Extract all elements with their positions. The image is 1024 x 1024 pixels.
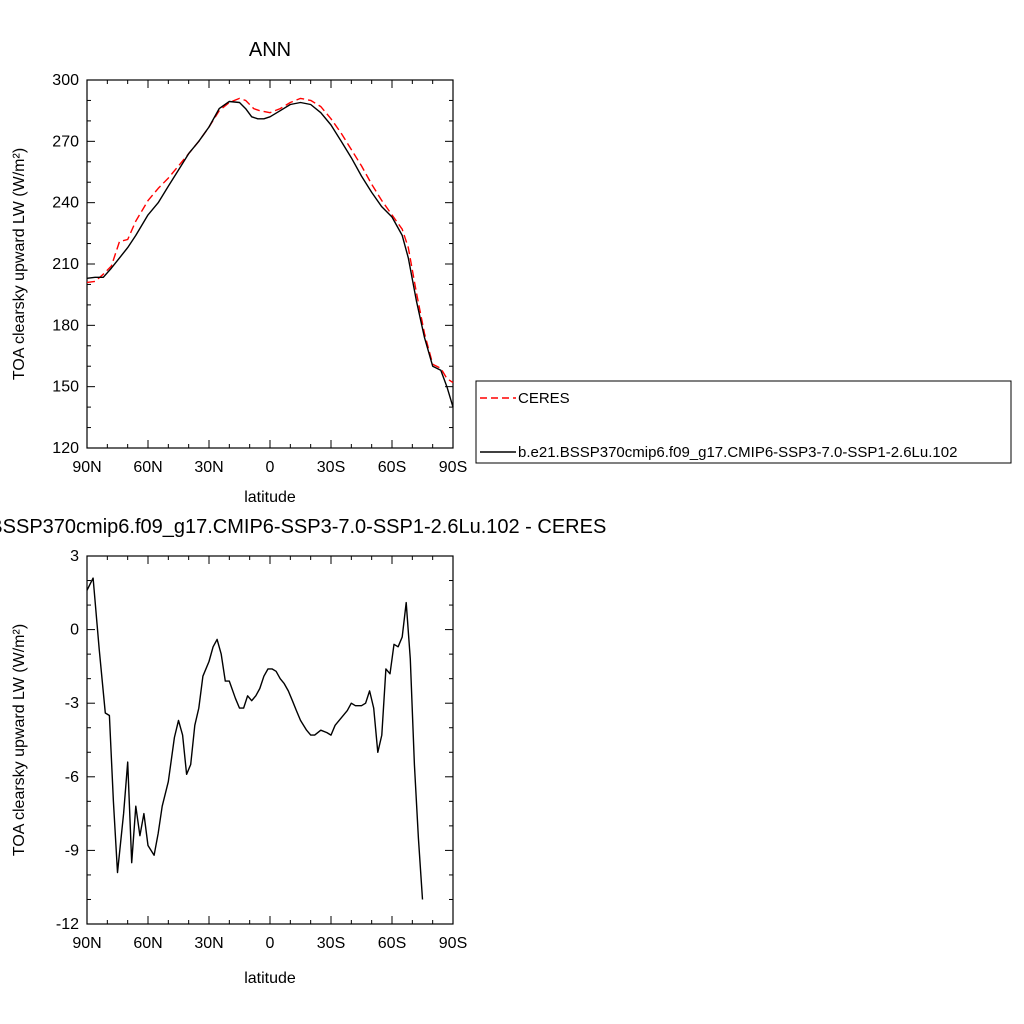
x-tick-label: 30S <box>317 459 345 476</box>
plot-frame-bottom <box>86 555 454 925</box>
y-tick-label: -9 <box>65 842 79 859</box>
series-line-ceres <box>86 97 454 384</box>
series-line-model <box>86 100 454 408</box>
x-tick-label: 60S <box>378 935 406 952</box>
x-tick-label: 30N <box>194 459 223 476</box>
y-tick-label: 240 <box>52 195 79 212</box>
y-tick-label: 300 <box>52 72 79 89</box>
y-tick-label: 120 <box>52 440 79 457</box>
y-tick-label: 0 <box>70 622 79 639</box>
series-line-difference <box>86 577 424 900</box>
x-tick-label: 0 <box>266 459 275 476</box>
chart-annual-mean: ANN 90N 60N 30N 0 30S 60S 90S 120 150 180 210 240 27… <box>11 39 1012 506</box>
legend-box <box>475 380 1012 464</box>
y-tick-label: -6 <box>65 769 79 786</box>
top-chart-series-lines <box>86 97 454 408</box>
x-tick-label: 90S <box>439 459 467 476</box>
legend-label-model: b.e21.BSSP370cmip6.f09_g17.CMIP6-SSP3-7.… <box>518 444 957 461</box>
x-tick-label: 30S <box>317 935 345 952</box>
x-axis-title-bottom: latitude <box>244 970 296 987</box>
legend: CERES b.e21.BSSP370cmip6.f09_g17.CMIP6-S… <box>475 380 1012 464</box>
x-tick-label: 0 <box>266 935 275 952</box>
x-tick-label: 60S <box>378 459 406 476</box>
y-axis-title-bottom: TOA clearsky upward LW (W/m²) <box>11 624 28 856</box>
legend-label-ceres: CERES <box>518 390 570 407</box>
x-tick-label: 60N <box>133 459 162 476</box>
y-tick-label: 180 <box>52 317 79 334</box>
chart-title-difference: b.e21.BSSP370cmip6.f09_g17.CMIP6-SSP3-7.… <box>0 516 606 538</box>
x-tick-label: 90N <box>72 935 101 952</box>
plot-frame-top <box>86 79 454 449</box>
chart-difference: b.e21.BSSP370cmip6.f09_g17.CMIP6-SSP3-7.… <box>0 516 606 987</box>
bottom-chart-axes: 90N 60N 30N 0 30S 60S 90S -12 -9 -6 -3 0 3 <box>56 548 467 952</box>
chart-title-ann: ANN <box>249 39 291 61</box>
y-tick-label: 210 <box>52 256 79 273</box>
y-tick-label: -3 <box>65 695 79 712</box>
x-tick-label: 60N <box>133 935 162 952</box>
top-chart-axes: 90N 60N 30N 0 30S 60S 90S 120 150 180 210 240 270 300 <box>52 72 467 476</box>
x-tick-label: 90N <box>72 459 101 476</box>
y-tick-label: 150 <box>52 379 79 396</box>
y-tick-label: 3 <box>70 548 79 565</box>
y-tick-label: 270 <box>52 133 79 150</box>
y-tick-label: -12 <box>56 916 79 933</box>
bottom-chart-series-lines <box>86 577 424 900</box>
x-axis-title-top: latitude <box>244 489 296 506</box>
x-tick-label: 90S <box>439 935 467 952</box>
x-tick-label: 30N <box>194 935 223 952</box>
y-axis-title-top: TOA clearsky upward LW (W/m²) <box>11 148 28 380</box>
